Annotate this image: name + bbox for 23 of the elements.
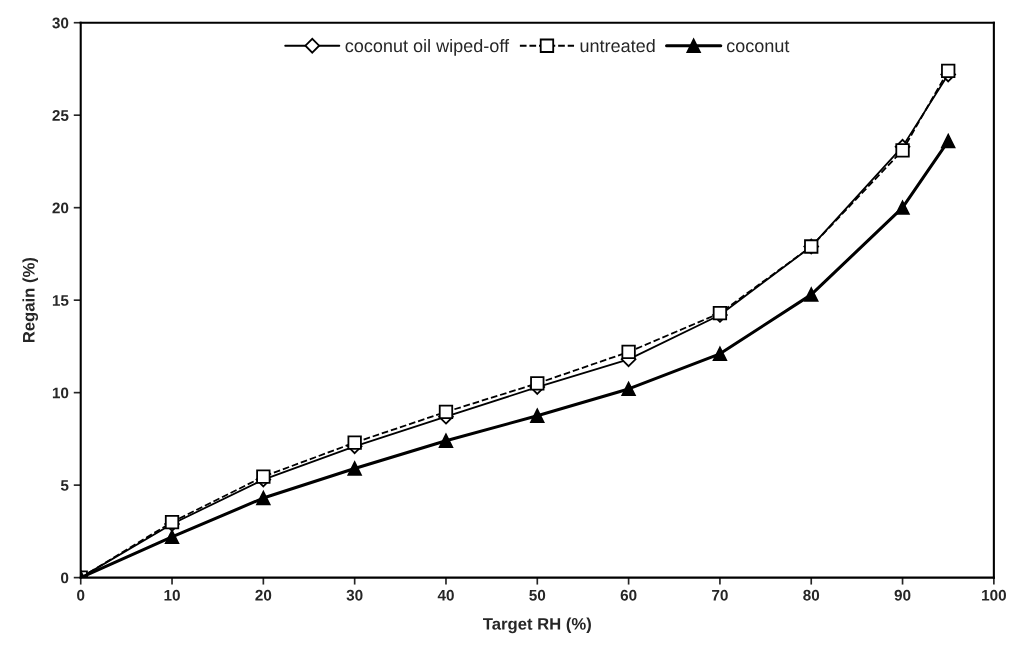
x-tick-label: 20 xyxy=(255,589,272,601)
x-tick-label: 0 xyxy=(77,589,85,601)
x-tick-label: 90 xyxy=(894,589,911,601)
y-tick-label: 20 xyxy=(52,202,69,214)
x-tick-label: 10 xyxy=(164,589,180,601)
legend-label: coconut xyxy=(726,40,790,53)
x-tick-label: 30 xyxy=(346,589,363,601)
y-tick-label: 30 xyxy=(52,17,69,29)
x-tick-label: 80 xyxy=(803,589,820,601)
x-tick-label: 100 xyxy=(982,589,1006,601)
y-tick-label: 5 xyxy=(60,480,69,491)
y-axis-title: Regain (%) xyxy=(22,257,39,343)
y-tick-label: 25 xyxy=(52,110,69,121)
x-tick-label: 70 xyxy=(712,589,728,601)
x-tick-label: 40 xyxy=(437,589,454,601)
x-axis-title: Target RH (%) xyxy=(483,617,591,634)
x-tick-label: 60 xyxy=(620,589,637,601)
legend-label: coconut oil wiped-off xyxy=(345,38,510,56)
y-tick-label: 0 xyxy=(61,572,69,584)
x-tick-label: 50 xyxy=(529,589,546,601)
y-tick-label: 15 xyxy=(52,295,69,306)
y-tick-label: 10 xyxy=(52,387,69,399)
legend-label: untreated xyxy=(580,38,655,53)
